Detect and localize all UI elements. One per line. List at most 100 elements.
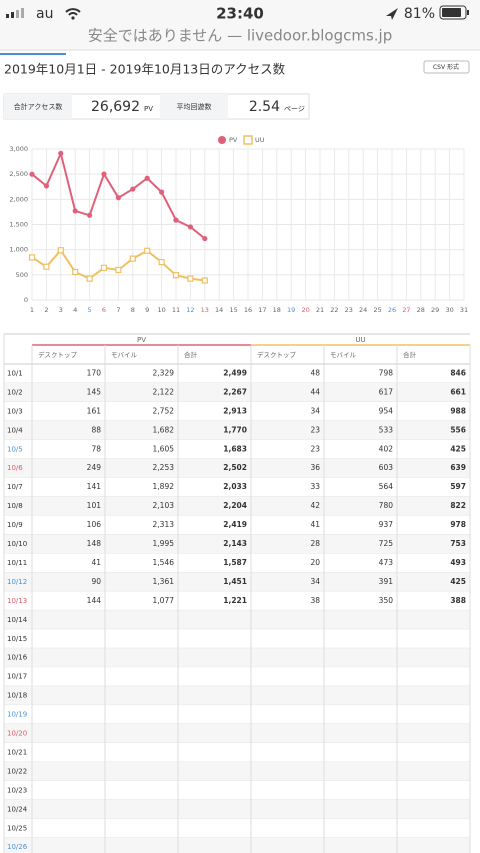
row-date: 10/24 <box>7 805 28 813</box>
row-date: 10/23 <box>7 786 27 794</box>
avg-unit: ページ <box>284 105 305 113</box>
cell: 564 <box>379 482 394 491</box>
cell-total: 822 <box>450 501 466 510</box>
cell-total: 753 <box>450 539 466 548</box>
point <box>58 150 64 156</box>
cell: 473 <box>379 558 394 567</box>
table-row-bg <box>4 496 470 516</box>
total-unit: PV <box>144 105 153 113</box>
row-date: 10/21 <box>7 748 27 756</box>
x-tick-label: 13 <box>201 306 209 314</box>
table-row-bg <box>4 477 470 497</box>
cell: 36 <box>310 463 320 472</box>
point <box>187 224 193 230</box>
table-row-bg <box>4 648 470 668</box>
row-date: 10/3 <box>7 407 23 415</box>
cell: 33 <box>310 482 320 491</box>
column-header: モバイル <box>111 351 138 359</box>
row-date: 10/25 <box>7 824 27 832</box>
cell: 1,361 <box>153 577 175 586</box>
table-row-bg <box>4 572 470 592</box>
point <box>28 254 36 261</box>
row-date: 10/18 <box>7 692 27 700</box>
cell: 23 <box>310 444 320 453</box>
cell: 2,253 <box>153 463 175 472</box>
row-date: 10/14 <box>7 616 28 624</box>
csv-button[interactable] <box>423 60 470 74</box>
cell: 144 <box>87 596 102 605</box>
x-tick-label: 25 <box>373 306 381 314</box>
cell-total: 425 <box>450 444 466 453</box>
y-tick-label: 3,000 <box>9 145 28 153</box>
cell: 937 <box>379 520 394 529</box>
y-tick-label: 1,000 <box>9 246 28 254</box>
cell: 44 <box>310 387 320 396</box>
point <box>43 183 50 189</box>
wifi-dot <box>71 16 75 20</box>
point <box>115 195 121 201</box>
row-date: 10/17 <box>7 673 27 681</box>
cell: 725 <box>379 539 394 548</box>
row-date: 10/11 <box>7 559 27 567</box>
x-tick-label: 7 <box>116 306 120 314</box>
cell: 1,605 <box>153 444 175 453</box>
cell: 603 <box>379 463 394 472</box>
cell: 2,313 <box>153 520 175 529</box>
cell: 1,892 <box>153 482 175 491</box>
cell-total: 1,587 <box>223 558 247 567</box>
cell: 2,329 <box>153 368 175 377</box>
table-row-bg <box>4 667 470 687</box>
point <box>144 175 150 181</box>
cell-total: 2,419 <box>223 520 247 529</box>
cell-total: 978 <box>450 520 466 529</box>
table-row-bg <box>4 553 470 573</box>
csv-button-label[interactable]: CSV 形式 <box>433 63 459 71</box>
cell-total: 639 <box>450 463 466 472</box>
cell: 34 <box>310 406 320 415</box>
cell: 2,752 <box>153 406 175 415</box>
cell: 148 <box>87 539 102 548</box>
cell: 34 <box>310 577 320 586</box>
point <box>57 247 64 254</box>
battery-percent: 81% <box>404 6 435 22</box>
table-row-bg <box>4 534 470 554</box>
point <box>43 263 50 270</box>
x-tick-label: 15 <box>229 306 237 314</box>
cell: 161 <box>87 406 102 415</box>
point <box>130 186 136 192</box>
row-date: 10/12 <box>7 578 27 586</box>
point <box>144 247 151 254</box>
cell: 2,103 <box>153 501 175 510</box>
x-tick-label: 27 <box>402 306 410 314</box>
cell: 391 <box>379 577 394 586</box>
table-row-bg <box>4 610 470 630</box>
y-tick-label: 2,000 <box>9 195 28 203</box>
row-date: 10/8 <box>7 502 23 510</box>
cell: 141 <box>87 482 102 491</box>
x-tick-label: 29 <box>431 306 439 314</box>
row-date: 10/2 <box>7 388 23 396</box>
x-tick-label: 28 <box>417 306 425 314</box>
cell-total: 2,502 <box>223 463 247 472</box>
cell: 1,682 <box>153 425 175 434</box>
cell: 1,077 <box>153 596 175 605</box>
table-row-bg <box>4 818 470 838</box>
point <box>187 275 194 282</box>
signal <box>6 8 24 18</box>
legend-marker <box>218 136 226 144</box>
row-date: 10/16 <box>7 654 28 662</box>
point <box>29 171 35 177</box>
point <box>129 255 136 262</box>
table-row-bg <box>4 799 470 819</box>
row-date: 10/9 <box>7 521 23 529</box>
table-row-bg <box>4 439 470 459</box>
y-tick-label: 0 <box>24 296 28 304</box>
cell: 145 <box>87 387 102 396</box>
legend-label: UU <box>255 136 265 144</box>
column-header: デスクトップ <box>38 350 78 359</box>
location-icon <box>386 8 398 20</box>
x-tick-label: 9 <box>145 306 149 314</box>
cell: 78 <box>91 444 101 453</box>
cell: 90 <box>91 577 101 586</box>
cell: 954 <box>379 406 394 415</box>
